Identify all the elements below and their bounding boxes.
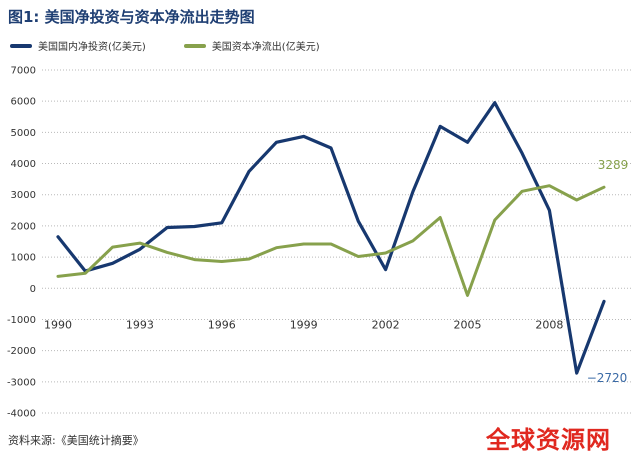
x-tick-label: 1990 [44,318,72,331]
low-label-net-investment: −2720 [587,371,628,385]
y-tick-label: -1000 [7,315,36,326]
y-tick-label: -3000 [7,377,36,388]
x-tick-label: 1996 [208,318,236,331]
legend-label-net-investment: 美国国内净投资(亿美元) [38,42,146,53]
x-tick-label: 2002 [372,318,400,331]
legend-swatch-capital-outflow [183,43,206,48]
legend-swatch-net-investment [10,43,32,48]
y-tick-label: 5000 [11,128,36,139]
series-line-net-investment [56,101,606,375]
x-tick-label: 2008 [535,318,563,331]
y-tick-label: 7000 [11,66,36,77]
legend-item-capital-outflow: 美国资本净流出(亿美元) [183,38,320,53]
legend-label-capital-outflow: 美国资本净流出(亿美元) [211,42,320,53]
y-tick-label: -2000 [7,346,36,357]
series-line-capital-outflow [56,184,606,297]
x-tick-label: 1999 [290,318,318,331]
y-tick-label: 6000 [11,97,36,108]
y-tick-label: 4000 [11,159,36,170]
chart-legend: 美国国内净投资(亿美元) 美国资本净流出(亿美元) [10,38,320,53]
y-tick-label: -4000 [7,409,36,420]
legend-item-net-investment: 美国国内净投资(亿美元) [10,38,146,53]
y-tick-label: 2000 [11,221,36,232]
x-tick-label: 2005 [454,318,482,331]
y-tick-label: 3000 [11,190,36,201]
end-label-capital-outflow: 3289 [598,158,629,172]
chart-title: 图1: 美国净投资与资本净流出走势图 [8,8,255,26]
x-tick-label: 1993 [126,318,154,331]
y-tick-label: 1000 [11,253,36,264]
y-tick-label: 0 [30,284,36,295]
watermark: 全球资源网 [486,426,611,454]
source-note: 资料来源:《美国统计摘要》 [8,434,144,447]
